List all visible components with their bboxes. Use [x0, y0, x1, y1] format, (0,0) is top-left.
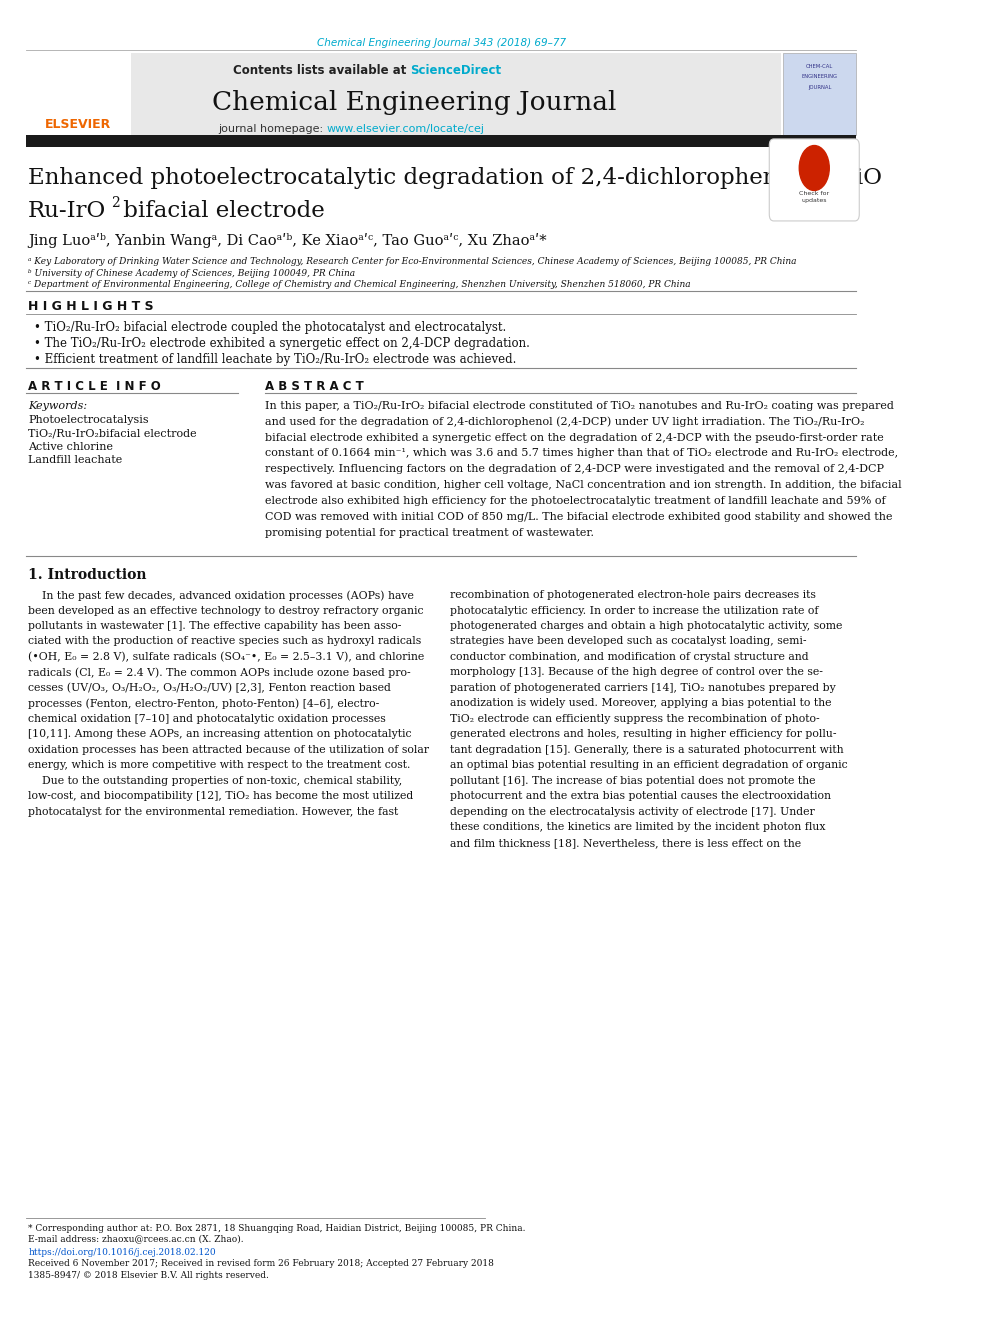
- Text: ENGINEERING: ENGINEERING: [802, 74, 837, 79]
- Text: bifacial electrode exhibited a synergetic effect on the degradation of 2,4-DCP w: bifacial electrode exhibited a synergeti…: [265, 433, 884, 443]
- FancyBboxPatch shape: [784, 53, 856, 135]
- Text: electrode also exhibited high efficiency for the photoelectrocatalytic treatment: electrode also exhibited high efficiency…: [265, 496, 885, 507]
- Text: Due to the outstanding properties of non-toxic, chemical stability,: Due to the outstanding properties of non…: [28, 775, 403, 786]
- Text: morphology [13]. Because of the high degree of control over the se-: morphology [13]. Because of the high deg…: [450, 667, 822, 677]
- Text: ᵃ Key Laboratory of Drinking Water Science and Technology, Research Center for E: ᵃ Key Laboratory of Drinking Water Scien…: [28, 257, 797, 266]
- Text: E-mail address: zhaoxu@rcees.ac.cn (X. Zhao).: E-mail address: zhaoxu@rcees.ac.cn (X. Z…: [28, 1234, 244, 1244]
- Text: Landfill leachate: Landfill leachate: [28, 455, 122, 466]
- Text: Photoelectrocatalysis: Photoelectrocatalysis: [28, 415, 149, 426]
- Text: TiO₂/Ru-IrO₂bifacial electrode: TiO₂/Ru-IrO₂bifacial electrode: [28, 429, 196, 439]
- Text: • The TiO₂/Ru-IrO₂ electrode exhibited a synergetic effect on 2,4-DCP degradatio: • The TiO₂/Ru-IrO₂ electrode exhibited a…: [34, 337, 530, 351]
- Text: Ru-IrO: Ru-IrO: [28, 200, 106, 222]
- Text: photocatalyst for the environmental remediation. However, the fast: photocatalyst for the environmental reme…: [28, 807, 399, 816]
- Text: radicals (Cl, E₀ = 2.4 V). The common AOPs include ozone based pro-: radicals (Cl, E₀ = 2.4 V). The common AO…: [28, 667, 411, 677]
- Text: • TiO₂/Ru-IrO₂ bifacial electrode coupled the photocatalyst and electrocatalyst.: • TiO₂/Ru-IrO₂ bifacial electrode couple…: [34, 321, 506, 335]
- Text: an optimal bias potential resulting in an efficient degradation of organic: an optimal bias potential resulting in a…: [450, 761, 847, 770]
- Circle shape: [800, 146, 829, 191]
- Text: https://doi.org/10.1016/j.cej.2018.02.120: https://doi.org/10.1016/j.cej.2018.02.12…: [28, 1248, 216, 1257]
- Text: Received 6 November 2017; Received in revised form 26 February 2018; Accepted 27: Received 6 November 2017; Received in re…: [28, 1259, 494, 1269]
- Text: energy, which is more competitive with respect to the treatment cost.: energy, which is more competitive with r…: [28, 761, 411, 770]
- Text: low-cost, and biocompatibility [12], TiO₂ has become the most utilized: low-cost, and biocompatibility [12], TiO…: [28, 791, 414, 802]
- Text: and used for the degradation of 2,4-dichlorophenol (2,4-DCP) under UV light irra: and used for the degradation of 2,4-dich…: [265, 417, 864, 427]
- Text: conductor combination, and modification of crystal structure and: conductor combination, and modification …: [450, 652, 808, 662]
- Text: Chemical Engineering Journal: Chemical Engineering Journal: [212, 90, 617, 115]
- Text: * Corresponding author at: P.O. Box 2871, 18 Shuangqing Road, Haidian District, : * Corresponding author at: P.O. Box 2871…: [28, 1224, 526, 1233]
- Text: pollutants in wastewater [1]. The effective capability has been asso-: pollutants in wastewater [1]. The effect…: [28, 620, 402, 631]
- Text: In the past few decades, advanced oxidation processes (AOPs) have: In the past few decades, advanced oxidat…: [28, 590, 414, 601]
- Text: these conditions, the kinetics are limited by the incident photon flux: these conditions, the kinetics are limit…: [450, 822, 825, 832]
- Text: Check for: Check for: [800, 191, 829, 196]
- Text: ELSEVIER: ELSEVIER: [45, 118, 111, 131]
- FancyBboxPatch shape: [769, 139, 859, 221]
- Text: chemical oxidation [7–10] and photocatalytic oxidation processes: chemical oxidation [7–10] and photocatal…: [28, 714, 386, 724]
- Text: www.elsevier.com/locate/cej: www.elsevier.com/locate/cej: [326, 124, 484, 135]
- Text: bifacial electrode: bifacial electrode: [116, 200, 325, 222]
- Text: photocatalytic efficiency. In order to increase the utilization rate of: photocatalytic efficiency. In order to i…: [450, 606, 818, 615]
- Text: COD was removed with initial COD of 850 mg/L. The bifacial electrode exhibited g: COD was removed with initial COD of 850 …: [265, 512, 892, 523]
- Text: tant degradation [15]. Generally, there is a saturated photocurrent with: tant degradation [15]. Generally, there …: [450, 745, 843, 755]
- Text: Jing Luoᵃʹᵇ, Yanbin Wangᵃ, Di Caoᵃʹᵇ, Ke Xiaoᵃʹᶜ, Tao Guoᵃʹᶜ, Xu Zhaoᵃʹ*: Jing Luoᵃʹᵇ, Yanbin Wangᵃ, Di Caoᵃʹᵇ, Ke…: [28, 233, 547, 247]
- Text: was favored at basic condition, higher cell voltage, NaCl concentration and ion : was favored at basic condition, higher c…: [265, 480, 902, 491]
- Text: ᵇ University of Chinese Academy of Sciences, Beijing 100049, PR China: ᵇ University of Chinese Academy of Scien…: [28, 269, 355, 278]
- Text: constant of 0.1664 min⁻¹, which was 3.6 and 5.7 times higher than that of TiO₂ e: constant of 0.1664 min⁻¹, which was 3.6 …: [265, 448, 898, 459]
- Text: strategies have been developed such as cocatalyst loading, semi-: strategies have been developed such as c…: [450, 636, 806, 647]
- Text: oxidation processes has been attracted because of the utilization of solar: oxidation processes has been attracted b…: [28, 745, 430, 755]
- Text: JOURNAL: JOURNAL: [807, 85, 831, 90]
- FancyBboxPatch shape: [27, 135, 856, 147]
- Text: 2: 2: [769, 163, 778, 177]
- Text: 2: 2: [111, 196, 120, 210]
- Text: ciated with the production of reactive species such as hydroxyl radicals: ciated with the production of reactive s…: [28, 636, 422, 647]
- Text: Chemical Engineering Journal 343 (2018) 69–77: Chemical Engineering Journal 343 (2018) …: [316, 38, 565, 49]
- Text: (•OH, E₀ = 2.8 V), sulfate radicals (SO₄⁻•, E₀ = 2.5–3.1 V), and chlorine: (•OH, E₀ = 2.8 V), sulfate radicals (SO₄…: [28, 652, 425, 663]
- Text: TiO₂ electrode can efficiently suppress the recombination of photo-: TiO₂ electrode can efficiently suppress …: [450, 714, 819, 724]
- Text: pollutant [16]. The increase of bias potential does not promote the: pollutant [16]. The increase of bias pot…: [450, 775, 815, 786]
- Text: depending on the electrocatalysis activity of electrode [17]. Under: depending on the electrocatalysis activi…: [450, 807, 814, 816]
- FancyBboxPatch shape: [27, 53, 781, 135]
- Text: promising potential for practical treatment of wastewater.: promising potential for practical treatm…: [265, 528, 593, 538]
- Text: [10,11]. Among these AOPs, an increasing attention on photocatalytic: [10,11]. Among these AOPs, an increasing…: [28, 729, 412, 740]
- Text: generated electrons and holes, resulting in higher efficiency for pollu-: generated electrons and holes, resulting…: [450, 729, 836, 740]
- Text: Enhanced photoelectrocatalytic degradation of 2,4-dichlorophenol by TiO: Enhanced photoelectrocatalytic degradati…: [28, 167, 882, 189]
- Text: H I G H L I G H T S: H I G H L I G H T S: [28, 300, 154, 314]
- Text: A B S T R A C T: A B S T R A C T: [265, 380, 363, 393]
- Text: In this paper, a TiO₂/Ru-IrO₂ bifacial electrode constituted of TiO₂ nanotubes a: In this paper, a TiO₂/Ru-IrO₂ bifacial e…: [265, 401, 894, 411]
- Text: and film thickness [18]. Nevertheless, there is less effect on the: and film thickness [18]. Nevertheless, t…: [450, 837, 802, 848]
- Text: photocurrent and the extra bias potential causes the electrooxidation: photocurrent and the extra bias potentia…: [450, 791, 831, 802]
- Text: Keywords:: Keywords:: [28, 401, 87, 411]
- Text: updates: updates: [802, 198, 827, 204]
- Text: 1. Introduction: 1. Introduction: [28, 568, 147, 582]
- Text: A R T I C L E  I N F O: A R T I C L E I N F O: [28, 380, 161, 393]
- Text: recombination of photogenerated electron-hole pairs decreases its: recombination of photogenerated electron…: [450, 590, 815, 601]
- FancyBboxPatch shape: [27, 53, 131, 135]
- Text: 1385-8947/ © 2018 Elsevier B.V. All rights reserved.: 1385-8947/ © 2018 Elsevier B.V. All righ…: [28, 1271, 269, 1281]
- Text: Contents lists available at: Contents lists available at: [233, 64, 411, 77]
- Text: ScienceDirect: ScienceDirect: [411, 64, 501, 77]
- Text: been developed as an effective technology to destroy refractory organic: been developed as an effective technolog…: [28, 606, 424, 615]
- Text: photogenerated charges and obtain a high photocatalytic activity, some: photogenerated charges and obtain a high…: [450, 620, 842, 631]
- Text: CHEM-CAL: CHEM-CAL: [806, 64, 833, 69]
- Text: /: /: [775, 167, 783, 189]
- Text: anodization is widely used. Moreover, applying a bias potential to the: anodization is widely used. Moreover, ap…: [450, 699, 831, 708]
- Text: Active chlorine: Active chlorine: [28, 442, 113, 452]
- Text: processes (Fenton, electro-Fenton, photo-Fenton) [4–6], electro-: processes (Fenton, electro-Fenton, photo…: [28, 699, 380, 709]
- Text: paration of photogenerated carriers [14], TiO₂ nanotubes prepared by: paration of photogenerated carriers [14]…: [450, 683, 835, 693]
- Text: journal homepage:: journal homepage:: [218, 124, 326, 135]
- Text: ᶜ Department of Environmental Engineering, College of Chemistry and Chemical Eng: ᶜ Department of Environmental Engineerin…: [28, 280, 690, 290]
- Text: respectively. Influencing factors on the degradation of 2,4-DCP were investigate: respectively. Influencing factors on the…: [265, 464, 884, 475]
- Text: • Efficient treatment of landfill leachate by TiO₂/Ru-IrO₂ electrode was achieve: • Efficient treatment of landfill leacha…: [34, 353, 516, 366]
- Text: cesses (UV/O₃, O₃/H₂O₂, O₃/H₂O₂/UV) [2,3], Fenton reaction based: cesses (UV/O₃, O₃/H₂O₂, O₃/H₂O₂/UV) [2,3…: [28, 683, 391, 693]
